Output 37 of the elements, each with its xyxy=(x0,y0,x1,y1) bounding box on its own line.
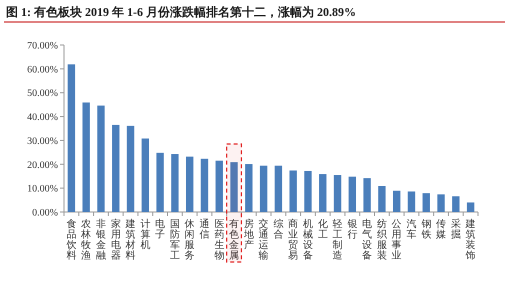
x-tick-label: 国防军工 xyxy=(170,219,180,262)
x-tick-label: 休闲服务 xyxy=(184,219,195,262)
x-tick-label: 家用电器 xyxy=(110,218,121,262)
x-tick-label: 农林牧渔 xyxy=(80,219,92,262)
chart-title: 图 1: 有色板块 2019 年 1-6 月份涨跌幅排名第十二，涨幅为 20.89% xyxy=(6,5,356,19)
x-tick-label: 综合 xyxy=(273,218,284,240)
x-tick-label: 银行 xyxy=(346,219,358,240)
y-tick-label: 10.00% xyxy=(27,184,58,195)
x-tick-label: 商业贸易 xyxy=(288,218,298,262)
x-tick-label: 化工 xyxy=(318,218,328,240)
x-tick-label: 钢铁 xyxy=(420,219,432,240)
y-tick-label: 70.00% xyxy=(27,40,58,52)
y-tick-label: 20.00% xyxy=(27,160,58,171)
y-tick-label: 40.00% xyxy=(27,112,58,124)
x-tick-label: 纺织服装 xyxy=(376,218,387,262)
x-tick-label: 电气设备 xyxy=(362,218,372,262)
x-tick-label: 汽车 xyxy=(406,218,416,240)
x-tick-label: 食品饮料 xyxy=(65,218,76,262)
x-tick-label: 计算机 xyxy=(140,218,150,251)
x-tick-label: 轻工制造 xyxy=(332,218,343,262)
x-tick-label: 电子 xyxy=(155,218,166,240)
y-tick-label: 50.00% xyxy=(27,88,58,100)
y-tick-label: 30.00% xyxy=(27,136,58,147)
x-tick-label: 交通运输 xyxy=(258,218,269,262)
x-tick-label: 有色金属 xyxy=(229,218,240,262)
x-tick-label: 采掘 xyxy=(450,218,461,240)
x-tick-label: 医药生物 xyxy=(214,219,224,262)
x-tick-label: 公用事业 xyxy=(392,218,402,262)
x-tick-label: 非银金融 xyxy=(94,218,106,262)
x-tick-label: 建筑材料 xyxy=(124,218,136,262)
y-tick-label: 60.00% xyxy=(27,64,58,76)
x-tick-label: 建筑装饰 xyxy=(464,218,476,262)
x-tick-label: 传媒 xyxy=(436,219,446,240)
y-tick-label: 0.00% xyxy=(32,208,58,218)
x-tick-label: 房地产 xyxy=(242,218,254,251)
x-tick-label: 通信 xyxy=(199,218,210,240)
x-tick-label: 机械设备 xyxy=(302,218,313,262)
